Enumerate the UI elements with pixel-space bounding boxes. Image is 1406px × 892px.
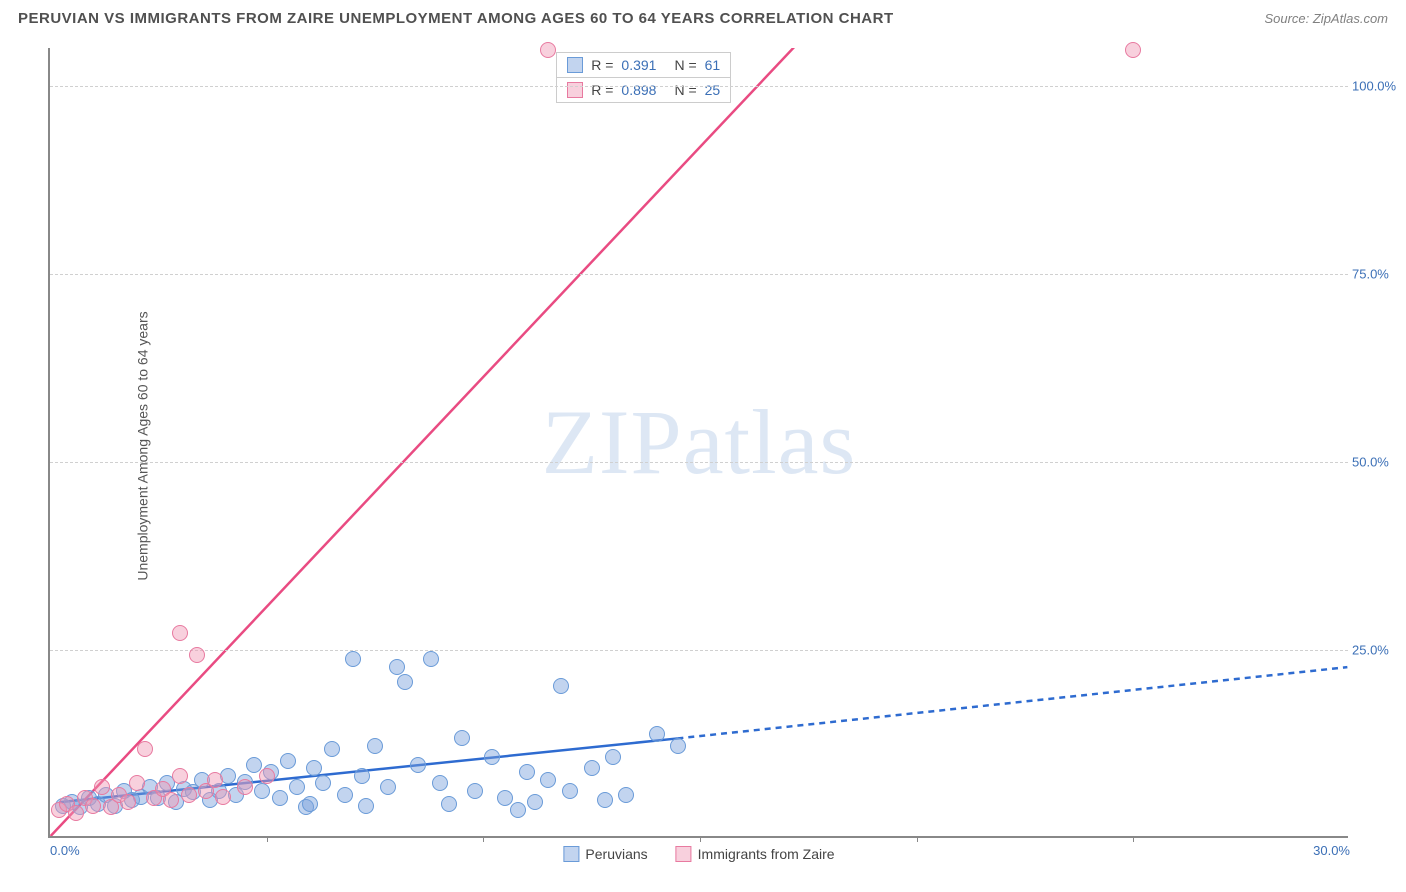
- data-point: [337, 787, 353, 803]
- legend-r-value: 0.898: [621, 82, 656, 98]
- data-point: [432, 775, 448, 791]
- data-point: [94, 779, 110, 795]
- data-point: [172, 768, 188, 784]
- data-point: [454, 730, 470, 746]
- series-name: Immigrants from Zaire: [698, 846, 835, 862]
- data-point: [397, 674, 413, 690]
- data-point: [562, 783, 578, 799]
- chart-plot-area: ZIPatlas R =0.391N =61R =0.898N =25 Peru…: [48, 48, 1348, 838]
- legend-n-value: 25: [705, 82, 721, 98]
- series-legend-item: Peruvians: [563, 846, 647, 862]
- trend-line: [51, 48, 829, 836]
- chart-title: PERUVIAN VS IMMIGRANTS FROM ZAIRE UNEMPL…: [18, 10, 894, 27]
- legend-swatch: [676, 846, 692, 862]
- watermark: ZIPatlas: [542, 389, 857, 495]
- series-legend: Peruvians Immigrants from Zaire: [563, 846, 834, 862]
- trend-line: [677, 667, 1347, 738]
- data-point: [302, 796, 318, 812]
- legend-swatch: [567, 82, 583, 98]
- data-point: [163, 792, 179, 808]
- legend-r-label: R =: [591, 82, 613, 98]
- data-point: [1125, 42, 1141, 58]
- data-point: [120, 794, 136, 810]
- y-tick-label: 25.0%: [1352, 642, 1406, 657]
- data-point: [254, 783, 270, 799]
- x-minor-tick: [1133, 836, 1134, 842]
- data-point: [467, 783, 483, 799]
- legend-row: R = 0.391 N = 61: [557, 53, 730, 78]
- data-point: [597, 792, 613, 808]
- x-tick-label: 30.0%: [1313, 843, 1350, 858]
- data-point: [68, 805, 84, 821]
- data-point: [237, 779, 253, 795]
- data-point: [519, 764, 535, 780]
- series-legend-item: Immigrants from Zaire: [676, 846, 835, 862]
- legend-swatch: [563, 846, 579, 862]
- data-point: [306, 760, 322, 776]
- y-tick-label: 75.0%: [1352, 266, 1406, 281]
- x-minor-tick: [483, 836, 484, 842]
- gridline: [50, 86, 1348, 87]
- data-point: [280, 753, 296, 769]
- x-minor-tick: [267, 836, 268, 842]
- x-minor-tick: [700, 836, 701, 842]
- data-point: [172, 625, 188, 641]
- trend-lines-layer: [50, 48, 1348, 836]
- gridline: [50, 462, 1348, 463]
- data-point: [181, 787, 197, 803]
- data-point: [324, 741, 340, 757]
- source-label: Source: ZipAtlas.com: [1264, 11, 1388, 26]
- legend-swatch: [567, 57, 583, 73]
- data-point: [129, 775, 145, 791]
- data-point: [510, 802, 526, 818]
- legend-r-label: R =: [591, 57, 613, 73]
- data-point: [189, 647, 205, 663]
- data-point: [618, 787, 634, 803]
- correlation-legend: R = 0.391 N = 61 R = 0.898 N = 25: [556, 52, 731, 103]
- legend-r-value: 0.391: [621, 57, 656, 73]
- data-point: [315, 775, 331, 791]
- data-point: [380, 779, 396, 795]
- data-point: [423, 651, 439, 667]
- data-point: [540, 772, 556, 788]
- data-point: [354, 768, 370, 784]
- data-point: [605, 749, 621, 765]
- data-point: [367, 738, 383, 754]
- series-name: Peruvians: [585, 846, 647, 862]
- y-tick-label: 50.0%: [1352, 454, 1406, 469]
- data-point: [289, 779, 305, 795]
- x-minor-tick: [917, 836, 918, 842]
- data-point: [441, 796, 457, 812]
- data-point: [389, 659, 405, 675]
- data-point: [484, 749, 500, 765]
- legend-n-label: N =: [674, 82, 696, 98]
- data-point: [527, 794, 543, 810]
- data-point: [85, 798, 101, 814]
- data-point: [649, 726, 665, 742]
- data-point: [584, 760, 600, 776]
- data-point: [215, 789, 231, 805]
- data-point: [345, 651, 361, 667]
- data-point: [207, 772, 223, 788]
- legend-n-label: N =: [674, 57, 696, 73]
- data-point: [137, 741, 153, 757]
- legend-row: R = 0.898 N = 25: [557, 78, 730, 102]
- legend-n-value: 61: [705, 57, 721, 73]
- data-point: [553, 678, 569, 694]
- data-point: [540, 42, 556, 58]
- y-tick-label: 100.0%: [1352, 78, 1406, 93]
- gridline: [50, 650, 1348, 651]
- data-point: [259, 768, 275, 784]
- data-point: [272, 790, 288, 806]
- data-point: [358, 798, 374, 814]
- x-tick-label: 0.0%: [50, 843, 80, 858]
- gridline: [50, 274, 1348, 275]
- data-point: [670, 738, 686, 754]
- data-point: [410, 757, 426, 773]
